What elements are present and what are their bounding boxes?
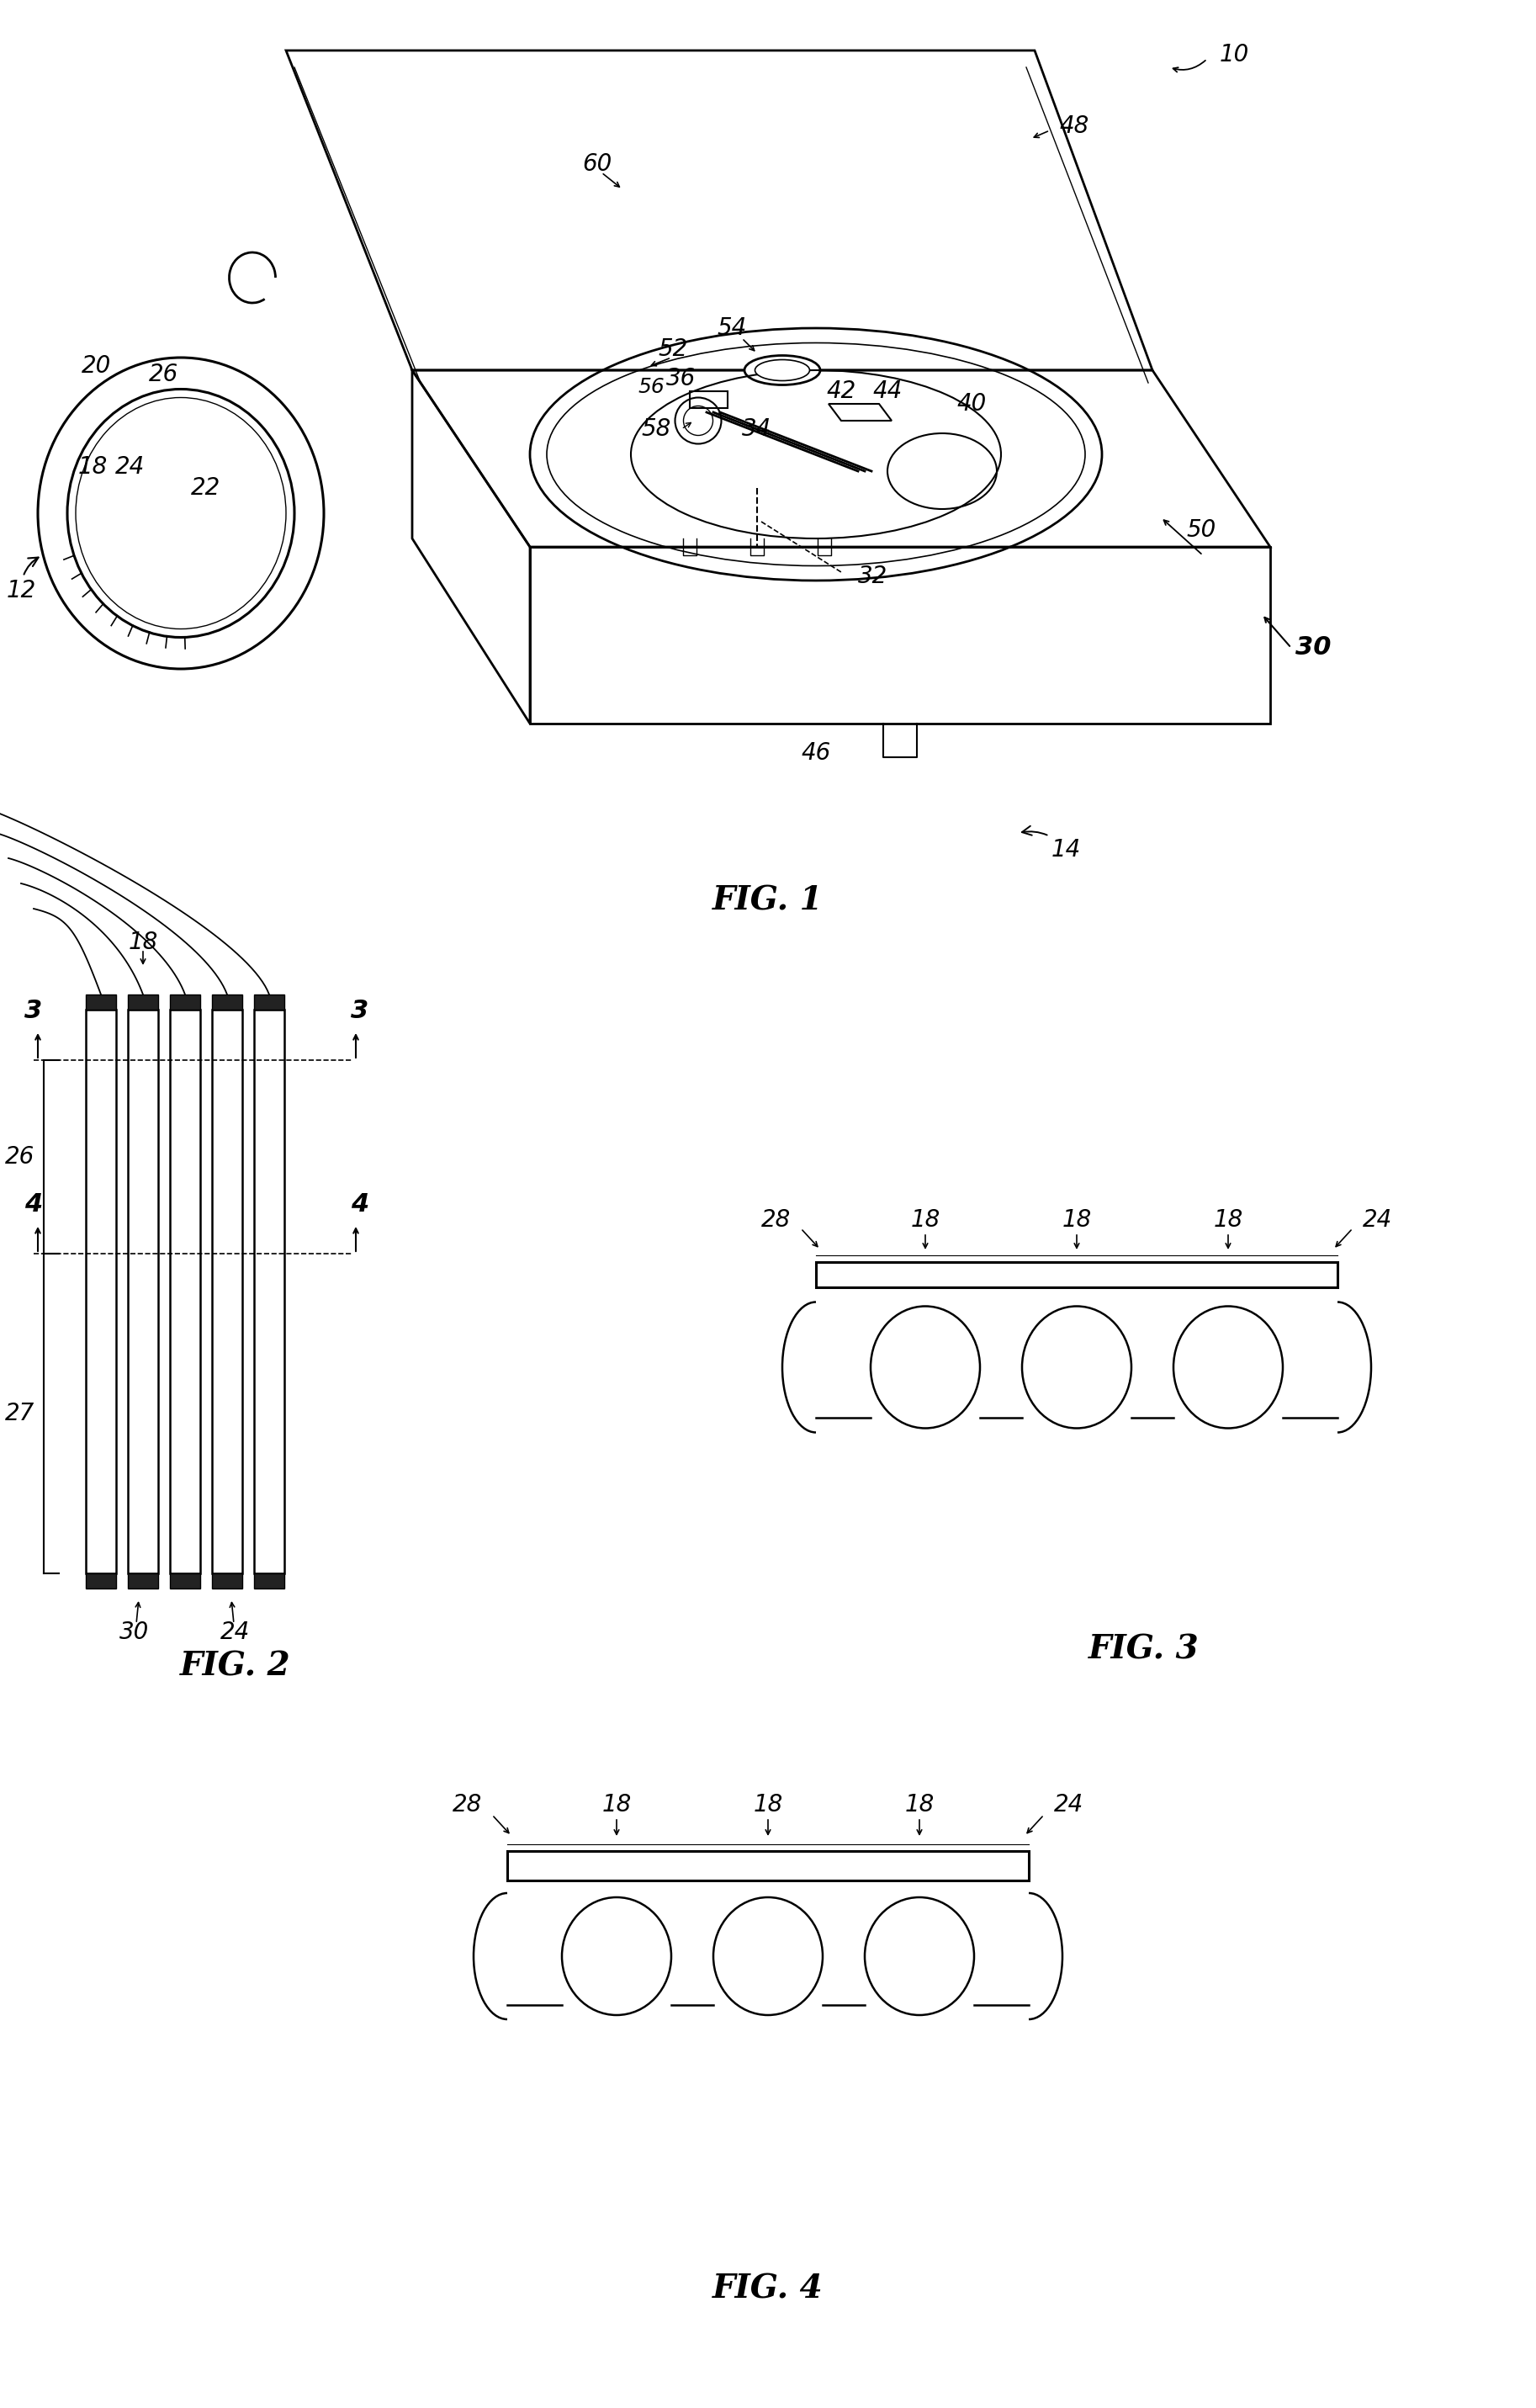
Text: FIG. 1: FIG. 1 [713,884,823,917]
Polygon shape [253,995,284,1009]
Text: 56: 56 [637,378,665,397]
Text: 10: 10 [1220,43,1249,67]
Polygon shape [170,995,200,1009]
Polygon shape [253,1572,284,1589]
Text: 60: 60 [582,152,611,176]
Text: 34: 34 [742,417,773,441]
Text: 52: 52 [657,337,688,361]
Text: 26: 26 [5,1146,35,1168]
Polygon shape [170,1572,200,1589]
Text: 44: 44 [872,380,902,402]
Text: 20: 20 [81,354,112,378]
Text: 50: 50 [1186,518,1215,542]
Text: 32: 32 [859,563,888,588]
Text: 18: 18 [127,929,158,954]
Text: 40: 40 [957,393,986,417]
Text: 24: 24 [1362,1209,1392,1233]
Text: 36: 36 [667,366,696,390]
Text: 18: 18 [753,1794,783,1816]
Text: 4: 4 [25,1192,43,1216]
Text: 24: 24 [1054,1794,1084,1816]
Polygon shape [86,995,117,1009]
Text: 42: 42 [826,380,856,402]
Text: 48: 48 [1060,116,1089,137]
Ellipse shape [756,359,809,380]
Text: 14: 14 [1021,826,1081,862]
Text: 18: 18 [905,1794,934,1816]
Text: 24: 24 [115,455,146,479]
Text: FIG. 2: FIG. 2 [180,1649,290,1681]
Text: 4: 4 [352,1192,369,1216]
Text: 18: 18 [78,455,108,479]
Polygon shape [212,995,243,1009]
Text: 54: 54 [717,315,746,340]
Text: 28: 28 [760,1209,791,1233]
Text: 18: 18 [1061,1209,1092,1233]
Text: 18: 18 [911,1209,940,1233]
Text: 26: 26 [149,364,178,385]
Polygon shape [212,1572,243,1589]
Ellipse shape [745,356,820,385]
Text: 30: 30 [120,1621,149,1645]
Text: 58: 58 [642,417,671,441]
Text: 18: 18 [602,1794,631,1816]
Polygon shape [127,995,158,1009]
Polygon shape [86,1572,117,1589]
Text: FIG. 4: FIG. 4 [713,2273,823,2304]
Text: 27: 27 [5,1401,35,1426]
Polygon shape [127,1572,158,1589]
Text: 3: 3 [352,999,369,1023]
Text: 18: 18 [1213,1209,1243,1233]
Text: FIG. 3: FIG. 3 [1089,1633,1200,1664]
Text: 28: 28 [452,1794,482,1816]
Text: 12: 12 [6,559,38,602]
Text: 24: 24 [221,1621,250,1645]
Text: 46: 46 [802,742,831,766]
Text: 22: 22 [192,477,221,501]
Text: 3: 3 [25,999,43,1023]
Text: 30: 30 [1295,636,1332,660]
